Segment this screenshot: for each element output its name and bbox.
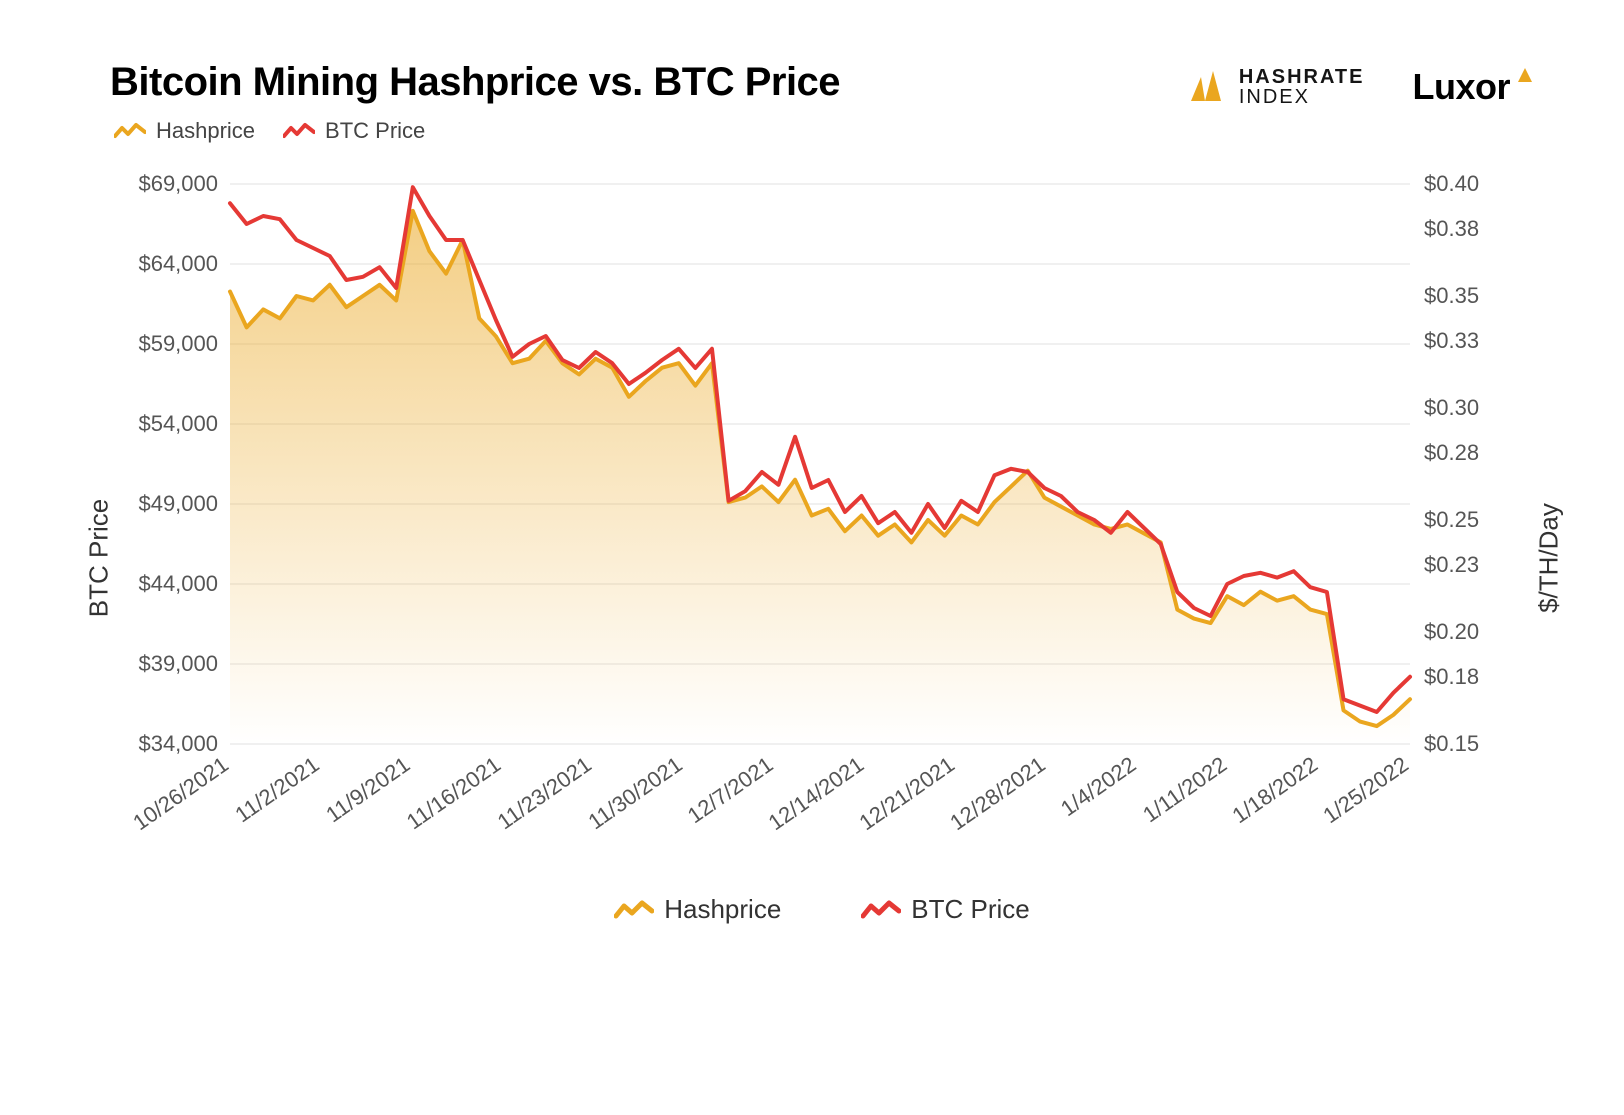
hashprice-swatch-icon xyxy=(114,122,146,140)
x-tick-label: 1/4/2022 xyxy=(1056,752,1140,822)
logo-group: HASHRATE INDEX Luxor xyxy=(1185,60,1534,108)
legend-top-btc: BTC Price xyxy=(283,118,425,144)
y-left-tick-label: $39,000 xyxy=(138,651,218,676)
hashrate-index-line2: INDEX xyxy=(1239,87,1365,107)
x-tick-label: 12/14/2021 xyxy=(764,752,869,836)
btc-swatch-icon xyxy=(861,899,901,921)
luxor-icon xyxy=(1516,66,1534,84)
x-tick-label: 11/23/2021 xyxy=(493,752,596,835)
x-tick-label: 11/30/2021 xyxy=(584,752,687,835)
y-left-tick-label: $49,000 xyxy=(138,491,218,516)
chart-area: $69,000 $64,000 $59,000 $54,000 $49,000 $44,0… xyxy=(110,164,1534,864)
y-right-tick-label: $0.28 xyxy=(1424,440,1479,465)
hashprice-area xyxy=(230,211,1410,744)
x-tick-label: 11/2/2021 xyxy=(230,752,323,828)
legend-bottom-hashprice-label: Hashprice xyxy=(664,894,781,925)
x-tick-label: 10/26/2021 xyxy=(128,752,233,836)
y-right-tick-label: $0.33 xyxy=(1424,328,1479,353)
chart-page: Bitcoin Mining Hashprice vs. BTC Price H… xyxy=(0,0,1624,1115)
x-tick-label: 11/16/2021 xyxy=(402,752,505,835)
x-tick-label: 12/28/2021 xyxy=(945,752,1050,836)
y-right-tick-label: $0.15 xyxy=(1424,731,1479,756)
hashrate-index-icon xyxy=(1185,67,1225,107)
header: Bitcoin Mining Hashprice vs. BTC Price H… xyxy=(110,60,1534,108)
legend-bottom-btc-label: BTC Price xyxy=(911,894,1029,925)
y-left-tick-label: $34,000 xyxy=(138,731,218,756)
x-tick-label: 11/9/2021 xyxy=(321,752,414,828)
x-tick-label: 12/21/2021 xyxy=(854,752,959,836)
legend-top-btc-label: BTC Price xyxy=(325,118,425,144)
legend-top: Hashprice BTC Price xyxy=(114,118,1534,144)
y-left-tick-label: $44,000 xyxy=(138,571,218,596)
y-right-tick-label: $0.25 xyxy=(1424,507,1479,532)
hashrate-index-logo: HASHRATE INDEX xyxy=(1185,67,1365,107)
y-left-tick-label: $59,000 xyxy=(138,331,218,356)
chart-svg: $69,000 $64,000 $59,000 $54,000 $49,000 $44,0… xyxy=(110,164,1510,864)
y-right-tick-label: $0.18 xyxy=(1424,664,1479,689)
x-tick-label: 12/7/2021 xyxy=(683,752,778,829)
y-left-tick-label: $64,000 xyxy=(138,251,218,276)
y-right-tick-label: $0.35 xyxy=(1424,283,1479,308)
legend-bottom-btc: BTC Price xyxy=(861,894,1029,925)
y-right-tick-label: $0.38 xyxy=(1424,216,1479,241)
luxor-logo: Luxor xyxy=(1412,66,1534,108)
hashrate-index-line1: HASHRATE xyxy=(1239,67,1365,87)
hashprice-swatch-icon xyxy=(614,899,654,921)
y-right-tick-label: $0.40 xyxy=(1424,171,1479,196)
y-right-tick-label: $0.23 xyxy=(1424,552,1479,577)
y-right-tick-label: $0.20 xyxy=(1424,619,1479,644)
btc-swatch-icon xyxy=(283,122,315,140)
legend-top-hashprice: Hashprice xyxy=(114,118,255,144)
y-axis-right-label: $/TH/Day xyxy=(1534,503,1565,613)
x-tick-label: 1/25/2022 xyxy=(1318,752,1413,829)
x-tick-label: 1/11/2022 xyxy=(1138,752,1231,828)
legend-bottom: Hashprice BTC Price xyxy=(110,894,1534,925)
luxor-text: Luxor xyxy=(1412,66,1510,108)
y-right-tick-label: $0.30 xyxy=(1424,395,1479,420)
y-left-tick-label: $69,000 xyxy=(138,171,218,196)
y-left-tick-label: $54,000 xyxy=(138,411,218,436)
x-tick-label: 1/18/2022 xyxy=(1228,752,1323,829)
legend-bottom-hashprice: Hashprice xyxy=(614,894,781,925)
legend-top-hashprice-label: Hashprice xyxy=(156,118,255,144)
hashrate-index-text: HASHRATE INDEX xyxy=(1239,67,1365,107)
chart-title: Bitcoin Mining Hashprice vs. BTC Price xyxy=(110,60,840,105)
